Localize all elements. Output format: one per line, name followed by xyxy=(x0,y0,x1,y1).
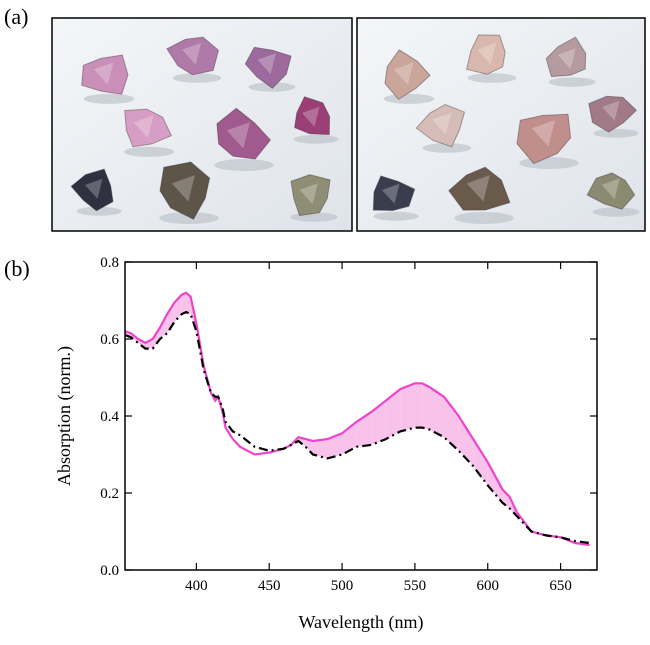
x-tick-label: 600 xyxy=(476,578,499,594)
gem xyxy=(516,113,572,165)
fill-between xyxy=(305,439,313,455)
gem-shadow xyxy=(76,206,122,216)
panel-label: (a) xyxy=(4,4,28,29)
gem-shadow xyxy=(214,159,274,171)
fill-between xyxy=(342,421,357,455)
gem-shadow xyxy=(467,73,517,83)
x-axis-label: Wavelength (nm) xyxy=(298,612,423,633)
gem-shadow xyxy=(454,212,514,224)
gem-facet xyxy=(133,115,154,138)
gem-facet xyxy=(466,175,490,202)
gem-facet xyxy=(382,183,400,204)
gem-facet xyxy=(601,178,620,200)
gem-shadow xyxy=(83,93,135,104)
gem xyxy=(588,95,638,133)
fill-between xyxy=(487,462,503,503)
series-line xyxy=(125,291,590,547)
y-axis-label: Absorption (norm.) xyxy=(54,346,75,486)
fill-between xyxy=(159,313,168,339)
gem xyxy=(81,54,129,95)
gem xyxy=(294,96,331,136)
gem-facet xyxy=(257,53,276,75)
y-tick-label: 0.6 xyxy=(100,332,119,348)
gem-facet xyxy=(93,62,114,85)
fill-between xyxy=(356,412,372,447)
x-tick-label: 650 xyxy=(549,578,572,594)
fill-between xyxy=(181,292,187,314)
gem xyxy=(159,161,211,220)
gem-facet xyxy=(531,120,555,147)
fill-between xyxy=(327,433,343,459)
gem xyxy=(216,107,272,160)
x-tick-label: 400 xyxy=(185,578,208,594)
gem-shadow xyxy=(592,207,640,217)
gem xyxy=(465,34,506,75)
fill-between xyxy=(145,339,153,349)
series-line xyxy=(125,310,590,545)
gem xyxy=(124,108,173,148)
gem xyxy=(244,46,292,89)
gem-facet xyxy=(226,122,250,149)
y-tick-label: 0.0 xyxy=(100,563,119,579)
y-tick-label: 0.4 xyxy=(100,409,119,425)
gem-shadow xyxy=(159,212,219,224)
gem xyxy=(586,172,636,210)
x-tick-label: 500 xyxy=(331,578,354,594)
gem-shadow xyxy=(519,157,579,169)
fill-between xyxy=(429,387,445,438)
gem-facet xyxy=(302,106,320,127)
gem xyxy=(415,103,466,148)
gem-facet xyxy=(557,48,576,70)
fill-between xyxy=(422,383,430,430)
gem-shadow xyxy=(593,128,639,138)
gem xyxy=(166,36,220,76)
fill-between xyxy=(458,416,474,467)
panel-label: (b) xyxy=(4,256,30,281)
fill-between xyxy=(152,327,160,349)
gem-shadow xyxy=(383,93,435,104)
gem-facet xyxy=(477,42,497,65)
gem xyxy=(372,175,416,212)
y-tick-label: 0.2 xyxy=(100,486,119,502)
gem xyxy=(448,166,511,211)
gem-facet xyxy=(182,42,202,65)
y-tick-label: 0.8 xyxy=(100,255,119,271)
fill-between xyxy=(414,383,423,428)
fill-between xyxy=(444,396,459,451)
fill-between xyxy=(473,439,488,486)
gem-shadow xyxy=(422,143,472,153)
gem xyxy=(384,49,431,101)
gem-facet xyxy=(432,112,452,135)
gem xyxy=(290,174,331,217)
gem-facet xyxy=(602,100,620,121)
fill-between xyxy=(400,383,415,432)
fill-between xyxy=(186,292,191,314)
gem xyxy=(70,168,114,212)
fill-between xyxy=(385,389,401,440)
fill-between xyxy=(312,439,328,459)
gem-shadow xyxy=(123,146,175,157)
fill-between xyxy=(371,400,386,445)
gem-facet xyxy=(299,183,318,205)
gem-shadow xyxy=(293,134,339,144)
x-tick-label: 550 xyxy=(404,578,427,594)
photos xyxy=(51,17,646,232)
gem-facet xyxy=(171,175,195,202)
fill-between xyxy=(167,302,175,334)
gem xyxy=(545,36,587,78)
gem-shadow xyxy=(548,77,596,87)
x-tick-label: 450 xyxy=(258,578,281,594)
gem-shadow xyxy=(172,73,222,83)
gem-facet xyxy=(393,62,414,85)
gem-facet xyxy=(85,178,103,199)
gem-shadow xyxy=(373,211,419,221)
